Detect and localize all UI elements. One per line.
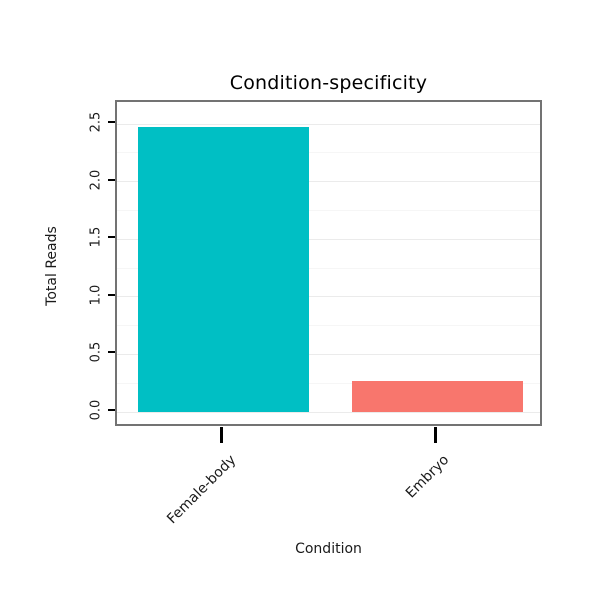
y-axis-tick <box>108 293 115 296</box>
gridline-major <box>117 296 540 298</box>
gridline-minor <box>117 382 540 384</box>
x-tick-label: Female-body <box>163 452 240 528</box>
gridline-minor <box>117 209 540 211</box>
y-axis-tick <box>108 409 115 411</box>
y-axis-tick <box>108 178 115 181</box>
gridline-major <box>117 123 540 125</box>
x-tick-label: Embryo <box>403 452 453 502</box>
gridline-major <box>117 238 540 240</box>
chart-title: Condition-specificity <box>229 72 428 94</box>
y-tick-label: 1.5 <box>88 226 104 248</box>
y-tick-label: 0.0 <box>88 399 104 421</box>
gridline-major <box>117 181 540 183</box>
y-tick-label: 1.0 <box>88 284 104 306</box>
y-axis-title: Total Reads <box>44 226 60 306</box>
gridline-minor <box>117 325 540 327</box>
gridline-major <box>117 353 540 355</box>
y-axis-tick <box>108 236 115 239</box>
plot-panel <box>115 100 542 426</box>
x-axis-title: Condition <box>295 541 362 557</box>
gridline-minor <box>117 152 540 154</box>
y-tick-label: 0.5 <box>88 342 104 363</box>
bar-female-body <box>138 127 310 412</box>
y-axis-tick <box>108 351 115 354</box>
gridline-major <box>117 411 540 413</box>
bar-embryo <box>351 380 523 412</box>
y-tick-label: 2.5 <box>88 111 104 133</box>
gridline-minor <box>117 267 540 269</box>
y-tick-label: 2.0 <box>88 169 104 190</box>
x-axis-tick <box>220 427 224 443</box>
y-axis-tick <box>108 121 115 123</box>
x-axis-tick <box>433 427 437 443</box>
